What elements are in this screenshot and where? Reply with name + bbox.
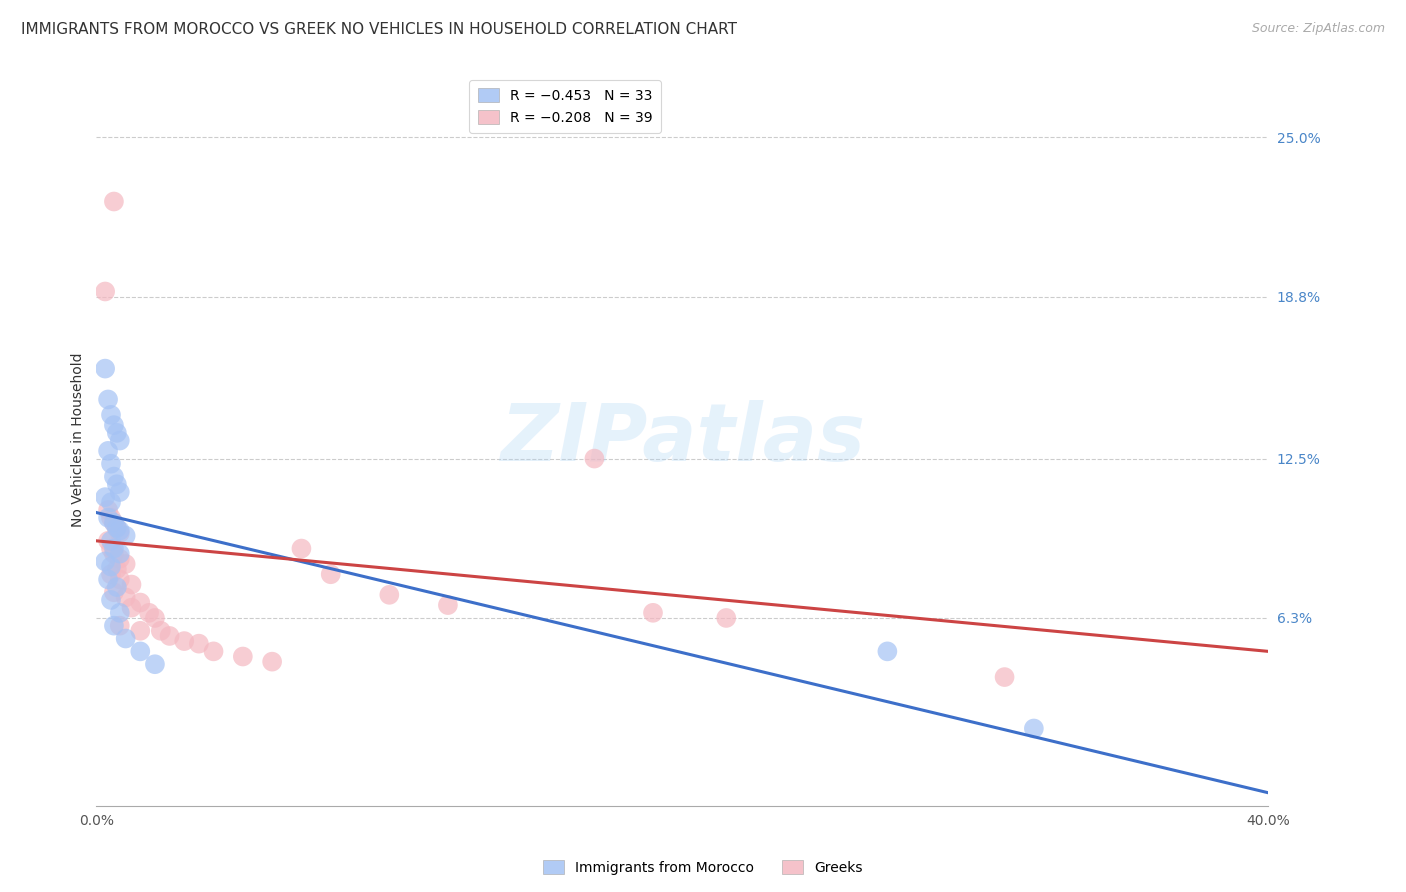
Point bbox=[103, 516, 125, 530]
Point bbox=[641, 606, 664, 620]
Point bbox=[114, 557, 136, 571]
Point bbox=[97, 392, 120, 407]
Point bbox=[105, 580, 128, 594]
Point bbox=[94, 490, 117, 504]
Point bbox=[103, 516, 125, 530]
Point bbox=[232, 649, 254, 664]
Point bbox=[149, 624, 172, 638]
Point bbox=[97, 533, 120, 548]
Point bbox=[97, 443, 120, 458]
Point bbox=[103, 418, 125, 433]
Point bbox=[105, 521, 128, 535]
Point bbox=[129, 644, 152, 658]
Point bbox=[583, 451, 606, 466]
Point bbox=[100, 593, 122, 607]
Point bbox=[114, 632, 136, 646]
Point bbox=[108, 618, 131, 632]
Point bbox=[173, 634, 195, 648]
Point bbox=[103, 194, 125, 209]
Point bbox=[716, 611, 738, 625]
Text: Source: ZipAtlas.com: Source: ZipAtlas.com bbox=[1251, 22, 1385, 36]
Point bbox=[100, 495, 122, 509]
Point bbox=[105, 521, 128, 535]
Point bbox=[108, 606, 131, 620]
Point bbox=[105, 477, 128, 491]
Point bbox=[108, 524, 131, 538]
Point bbox=[187, 637, 209, 651]
Point bbox=[103, 547, 125, 561]
Point bbox=[100, 567, 122, 582]
Point bbox=[378, 588, 401, 602]
Point bbox=[103, 541, 125, 556]
Point bbox=[114, 529, 136, 543]
Legend: R = −0.453   N = 33, R = −0.208   N = 39: R = −0.453 N = 33, R = −0.208 N = 39 bbox=[470, 80, 661, 133]
Point bbox=[105, 425, 128, 440]
Point bbox=[202, 644, 225, 658]
Point bbox=[129, 624, 152, 638]
Point bbox=[94, 554, 117, 568]
Point bbox=[121, 577, 143, 591]
Point bbox=[114, 591, 136, 605]
Point bbox=[262, 655, 284, 669]
Point bbox=[108, 547, 131, 561]
Point bbox=[103, 585, 125, 599]
Point bbox=[876, 644, 898, 658]
Point bbox=[121, 600, 143, 615]
Point bbox=[100, 510, 122, 524]
Point bbox=[319, 567, 342, 582]
Point bbox=[290, 541, 312, 556]
Point bbox=[143, 611, 166, 625]
Point bbox=[103, 469, 125, 483]
Point bbox=[100, 408, 122, 422]
Y-axis label: No Vehicles in Household: No Vehicles in Household bbox=[72, 352, 86, 526]
Point bbox=[97, 510, 120, 524]
Point bbox=[1022, 722, 1045, 736]
Point bbox=[108, 434, 131, 448]
Point bbox=[100, 533, 122, 548]
Point bbox=[108, 573, 131, 587]
Point bbox=[143, 657, 166, 672]
Text: IMMIGRANTS FROM MOROCCO VS GREEK NO VEHICLES IN HOUSEHOLD CORRELATION CHART: IMMIGRANTS FROM MOROCCO VS GREEK NO VEHI… bbox=[21, 22, 737, 37]
Text: ZIPatlas: ZIPatlas bbox=[499, 401, 865, 478]
Point bbox=[94, 285, 117, 299]
Point bbox=[437, 598, 460, 612]
Point bbox=[138, 606, 160, 620]
Point bbox=[105, 562, 128, 576]
Point bbox=[103, 618, 125, 632]
Point bbox=[108, 485, 131, 500]
Point bbox=[108, 526, 131, 541]
Point bbox=[100, 457, 122, 471]
Point bbox=[100, 541, 122, 556]
Point bbox=[97, 573, 120, 587]
Point bbox=[108, 551, 131, 566]
Point bbox=[993, 670, 1015, 684]
Point bbox=[97, 503, 120, 517]
Legend: Immigrants from Morocco, Greeks: Immigrants from Morocco, Greeks bbox=[538, 855, 868, 880]
Point bbox=[94, 361, 117, 376]
Point bbox=[129, 595, 152, 609]
Point bbox=[159, 629, 181, 643]
Point bbox=[100, 559, 122, 574]
